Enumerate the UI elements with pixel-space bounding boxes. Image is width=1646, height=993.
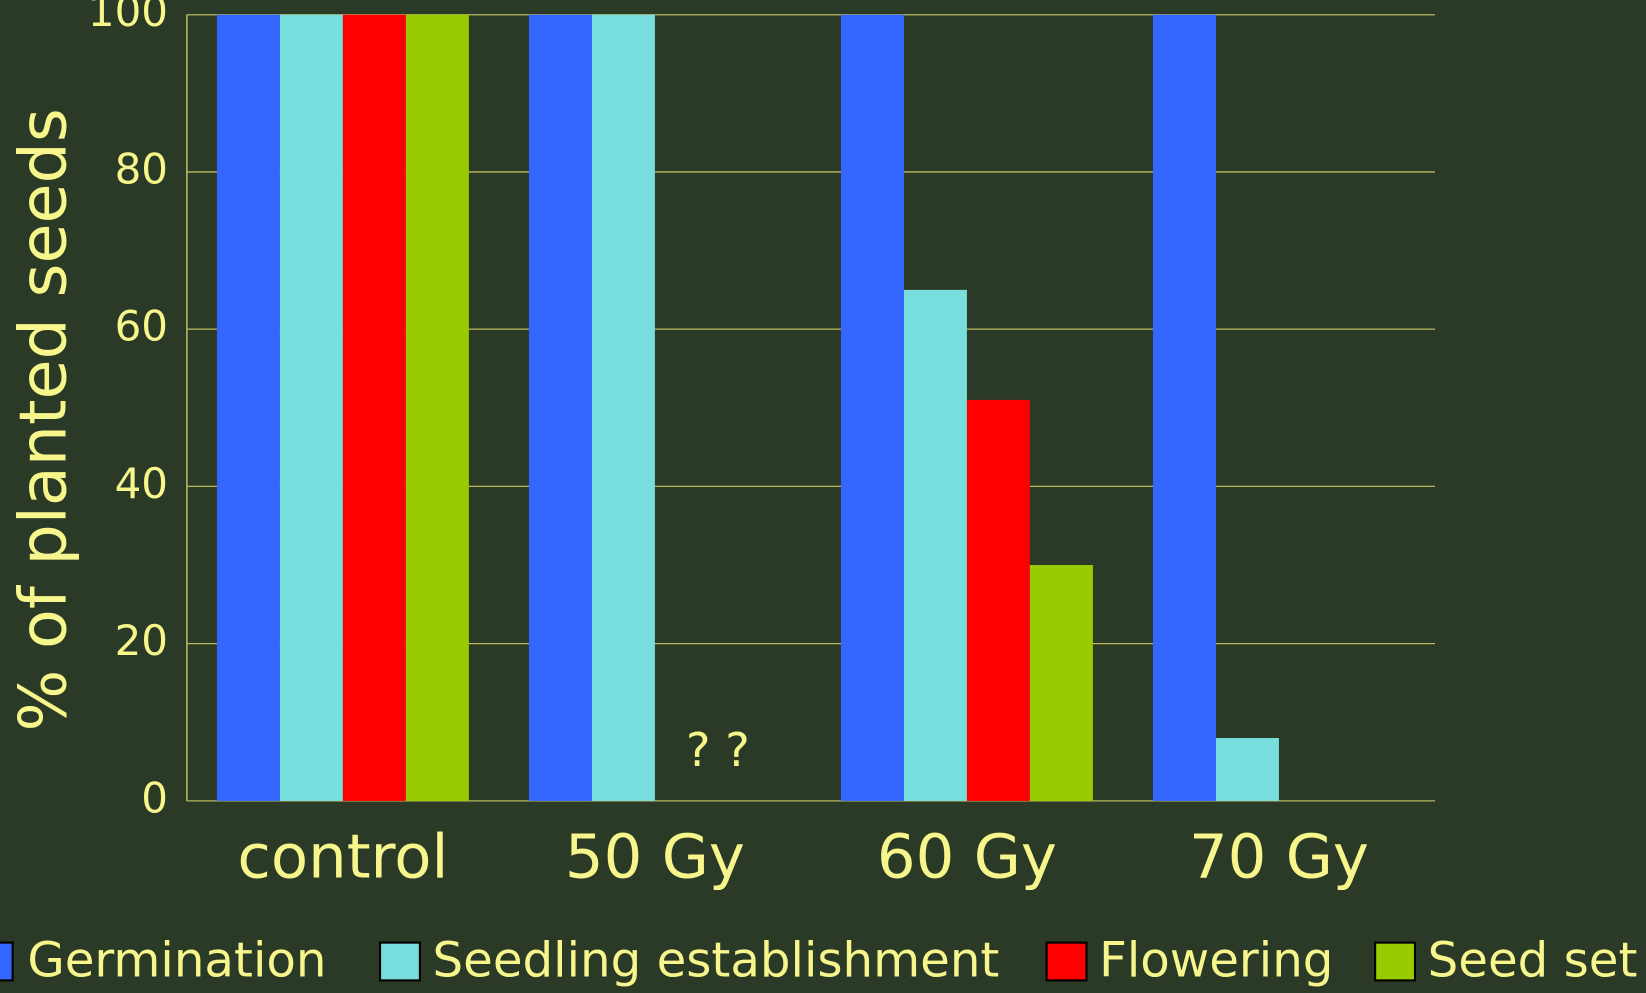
legend-label: Seedling establishment [433,933,1000,989]
legend-swatch [1045,941,1088,982]
bar [1029,565,1093,801]
bar [840,14,904,801]
bar [216,14,280,801]
bar [528,14,592,801]
x-tick-label: control [237,821,448,892]
y-tick-label: 60 [115,302,168,351]
y-tick-label: 100 [88,0,168,36]
legend-label: Seed set [1428,933,1638,989]
legend-label: Germination [27,933,326,989]
bar [1152,14,1216,801]
bar [342,14,406,801]
bar [405,14,469,801]
y-axis-title: % of planted seeds [6,108,81,731]
bar [966,399,1030,801]
bar [279,14,343,801]
bar [1215,738,1279,801]
bar [903,289,967,801]
legend-swatch [378,941,421,982]
legend-label: Flowering [1099,933,1333,989]
y-tick-label: 20 [115,616,168,665]
x-tick-label: 70 Gy [1189,821,1369,892]
bar [591,14,655,801]
y-tick-label: 80 [115,144,168,193]
annotation: ? ? [686,723,750,777]
y-tick-label: 40 [115,459,168,508]
legend-swatch [1374,941,1417,982]
x-tick-label: 50 Gy [565,821,745,892]
legend-swatch [0,941,14,982]
x-tick-label: 60 Gy [877,821,1057,892]
y-tick-label: 0 [141,773,168,822]
